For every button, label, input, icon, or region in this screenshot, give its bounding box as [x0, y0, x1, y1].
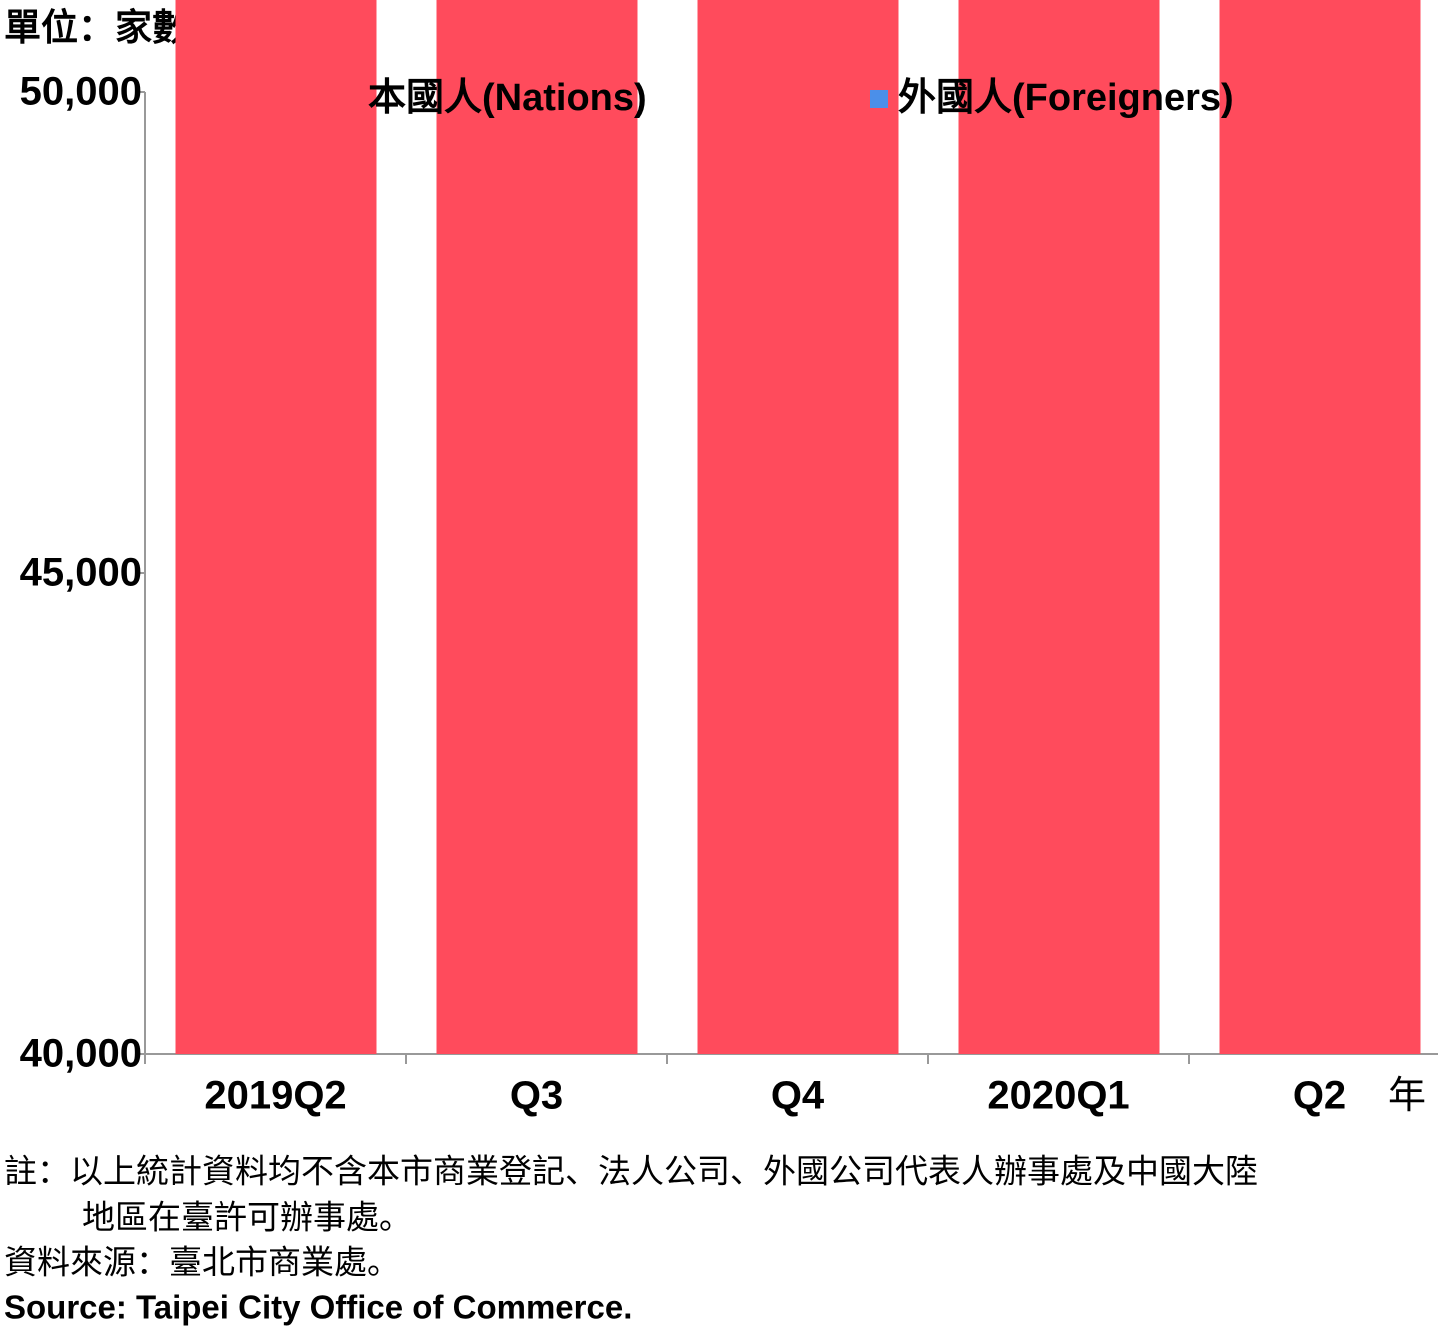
y-tick-label: 40,000: [20, 1032, 142, 1076]
note: 資料來源：臺北市商業處。: [4, 1244, 400, 1281]
legend-label: 本國人(Nations): [368, 77, 647, 119]
bar-segment: [697, 0, 899, 1055]
bar-segment: [1219, 0, 1421, 1054]
bar-segment: [175, 0, 377, 1054]
legend-swatch: [870, 90, 888, 108]
x-tick-label: Q4: [771, 1074, 825, 1118]
x-unit: 年: [1388, 1075, 1426, 1117]
x-tick-label: 2020Q1: [987, 1074, 1129, 1118]
legend-label: 外國人(Foreigners): [898, 77, 1234, 119]
bar-segment: [958, 0, 1160, 1055]
x-tick-label: Q3: [510, 1074, 563, 1118]
source: Source: Taipei City Office of Commerce.: [4, 1289, 632, 1326]
x-tick-label: 2019Q2: [204, 1074, 346, 1118]
note: 註：以上統計資料均不含本市商業登記、法人公司、外國公司代表人辦事處及中國大陸: [4, 1153, 1258, 1190]
legend-swatch: [340, 90, 358, 108]
y-tick-label: 50,000: [20, 70, 142, 114]
y-tick-label: 45,000: [20, 551, 142, 595]
x-tick-label: Q2: [1293, 1074, 1346, 1118]
note: 地區在臺許可辦事處。: [82, 1199, 412, 1236]
bar-segment: [436, 0, 638, 1054]
